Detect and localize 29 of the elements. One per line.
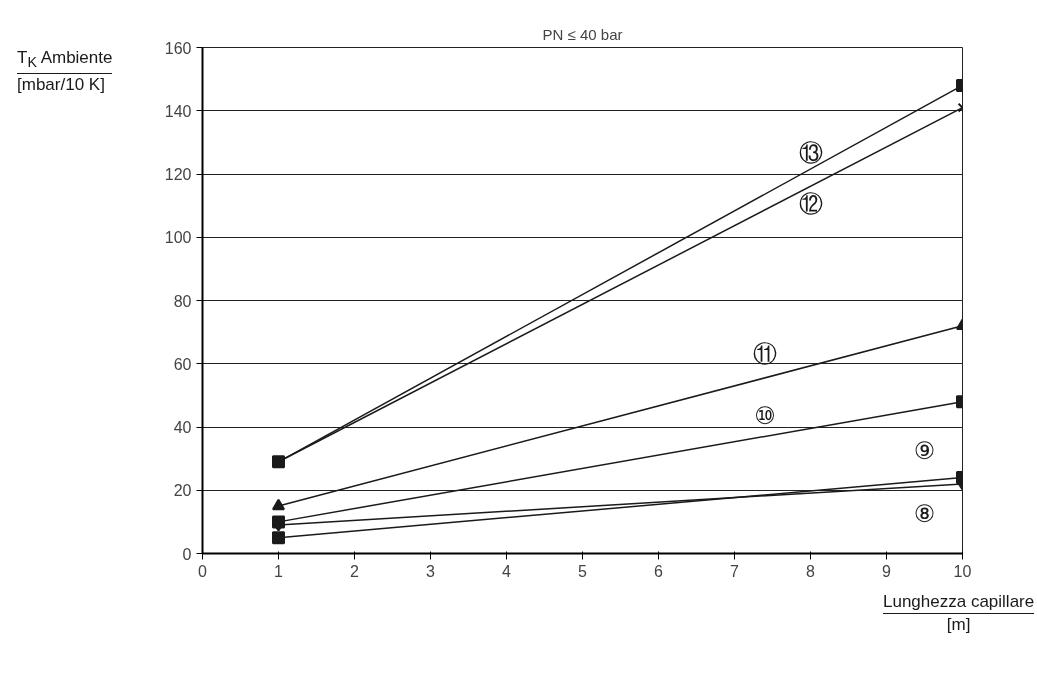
x-tick-label: 4 bbox=[502, 562, 512, 580]
x-tick-label: 2 bbox=[350, 562, 360, 580]
y-tick-label: 140 bbox=[164, 102, 192, 120]
series-label: ⑫ bbox=[798, 190, 823, 219]
y-tick-label: 100 bbox=[164, 229, 192, 247]
y-tick-label: 20 bbox=[173, 482, 192, 500]
series-label: ⑪ bbox=[752, 339, 777, 368]
x-tick-label: 0 bbox=[198, 562, 208, 580]
y-tick-label: 40 bbox=[173, 419, 192, 436]
x-tick-label: 10 bbox=[953, 562, 972, 580]
x-tick-label: 3 bbox=[426, 562, 436, 580]
x-tick-label: 8 bbox=[806, 562, 816, 580]
series-label: ⑨ bbox=[913, 436, 936, 465]
x-tick-label: 9 bbox=[882, 562, 892, 580]
series-label: ⑩ bbox=[754, 402, 776, 431]
x-axis-title: Lunghezza capillare [m] bbox=[883, 591, 1035, 636]
series-label: ⑧ bbox=[913, 500, 936, 529]
y-tick-label: 160 bbox=[164, 39, 192, 57]
y-tick-label: 120 bbox=[164, 166, 192, 183]
y-tick-label: 60 bbox=[173, 355, 192, 373]
x-tick-label: 7 bbox=[730, 562, 740, 580]
x-tick-label: 6 bbox=[654, 562, 664, 580]
series-label: ⑬ bbox=[798, 139, 823, 168]
x-tick-label: 5 bbox=[578, 562, 588, 580]
chart-title: PN ≤ 40 bar bbox=[542, 25, 623, 43]
y-axis-title: T$_{K}$ Ambiente [mbar/10 K] bbox=[17, 47, 113, 97]
x-tick-label: 1 bbox=[274, 562, 284, 580]
y-tick-label: 0 bbox=[182, 545, 192, 563]
y-tick-label: 80 bbox=[173, 292, 192, 310]
